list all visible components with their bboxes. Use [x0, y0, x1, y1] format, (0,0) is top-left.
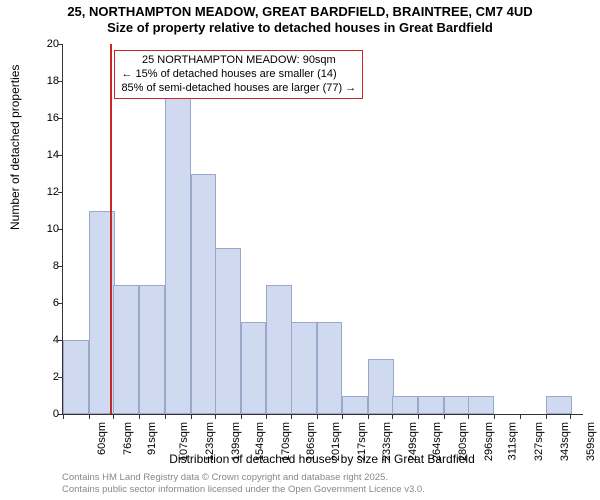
chart-title-block: 25, NORTHAMPTON MEADOW, GREAT BARDFIELD,…	[0, 4, 600, 37]
x-tick-mark	[191, 414, 192, 419]
histogram-bar	[368, 359, 394, 415]
y-tick-label: 16	[31, 112, 63, 124]
y-axis-label: Number of detached properties	[8, 65, 22, 230]
y-tick-label: 8	[31, 260, 63, 272]
x-tick-mark	[89, 414, 90, 419]
histogram-bar	[444, 396, 470, 415]
histogram-bar	[191, 174, 217, 415]
callout-box: 25 NORTHAMPTON MEADOW: 90sqm← 15% of det…	[114, 50, 363, 99]
marker-line	[110, 44, 112, 414]
x-tick-mark	[520, 414, 521, 419]
histogram-bar	[546, 396, 572, 415]
x-tick-mark	[444, 414, 445, 419]
x-tick-mark	[418, 414, 419, 419]
x-axis-label: Distribution of detached houses by size …	[62, 452, 582, 466]
y-tick-label: 6	[31, 297, 63, 309]
y-tick-label: 12	[31, 186, 63, 198]
y-tick-label: 2	[31, 371, 63, 383]
y-tick-label: 10	[31, 223, 63, 235]
histogram-bar	[113, 285, 139, 415]
histogram-bar	[418, 396, 444, 415]
title-line-1: 25, NORTHAMPTON MEADOW, GREAT BARDFIELD,…	[0, 4, 600, 20]
x-tick-mark	[392, 414, 393, 419]
x-tick-mark	[570, 414, 571, 419]
histogram-bar	[317, 322, 343, 415]
x-tick-mark	[368, 414, 369, 419]
x-tick-mark	[63, 414, 64, 419]
chart-plot-area: 0246810121416182060sqm76sqm91sqm107sqm12…	[62, 44, 583, 415]
histogram-bar	[139, 285, 165, 415]
y-tick-label: 14	[31, 149, 63, 161]
histogram-bar	[63, 340, 89, 414]
x-tick-mark	[317, 414, 318, 419]
x-tick-label: 91sqm	[146, 422, 158, 455]
callout-line: 85% of semi-detached houses are larger (…	[121, 82, 356, 96]
x-tick-mark	[494, 414, 495, 419]
attribution-text: Contains HM Land Registry data © Crown c…	[62, 472, 425, 496]
histogram-bar	[291, 322, 317, 415]
x-tick-mark	[546, 414, 547, 419]
x-tick-mark	[291, 414, 292, 419]
attribution-line-2: Contains public sector information licen…	[62, 484, 425, 496]
x-tick-mark	[468, 414, 469, 419]
x-tick-label: 60sqm	[96, 422, 108, 455]
y-tick-label: 0	[31, 408, 63, 420]
x-tick-label: 76sqm	[122, 422, 134, 455]
attribution-line-1: Contains HM Land Registry data © Crown c…	[62, 472, 425, 484]
histogram-bar	[165, 81, 191, 414]
y-tick-label: 20	[31, 38, 63, 50]
histogram-bar	[215, 248, 241, 415]
x-tick-mark	[139, 414, 140, 419]
histogram-bar	[266, 285, 292, 415]
callout-line: ← 15% of detached houses are smaller (14…	[121, 68, 356, 82]
x-tick-label: 359sqm	[585, 422, 597, 461]
title-line-2: Size of property relative to detached ho…	[0, 20, 600, 36]
x-tick-mark	[342, 414, 343, 419]
x-tick-mark	[165, 414, 166, 419]
x-tick-mark	[241, 414, 242, 419]
x-tick-mark	[266, 414, 267, 419]
x-tick-mark	[215, 414, 216, 419]
histogram-bar	[392, 396, 418, 415]
histogram-bar	[342, 396, 368, 415]
histogram-bar	[241, 322, 267, 415]
histogram-bar	[468, 396, 494, 415]
x-tick-mark	[113, 414, 114, 419]
y-tick-label: 4	[31, 334, 63, 346]
callout-line: 25 NORTHAMPTON MEADOW: 90sqm	[121, 54, 356, 68]
y-tick-label: 18	[31, 75, 63, 87]
